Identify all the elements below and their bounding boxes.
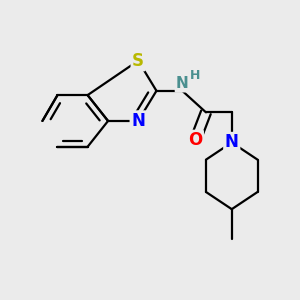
Text: N: N	[131, 112, 145, 130]
Text: N: N	[225, 134, 239, 152]
Text: N: N	[176, 76, 189, 91]
Text: H: H	[190, 69, 200, 82]
Text: S: S	[132, 52, 144, 70]
Text: O: O	[188, 131, 202, 149]
